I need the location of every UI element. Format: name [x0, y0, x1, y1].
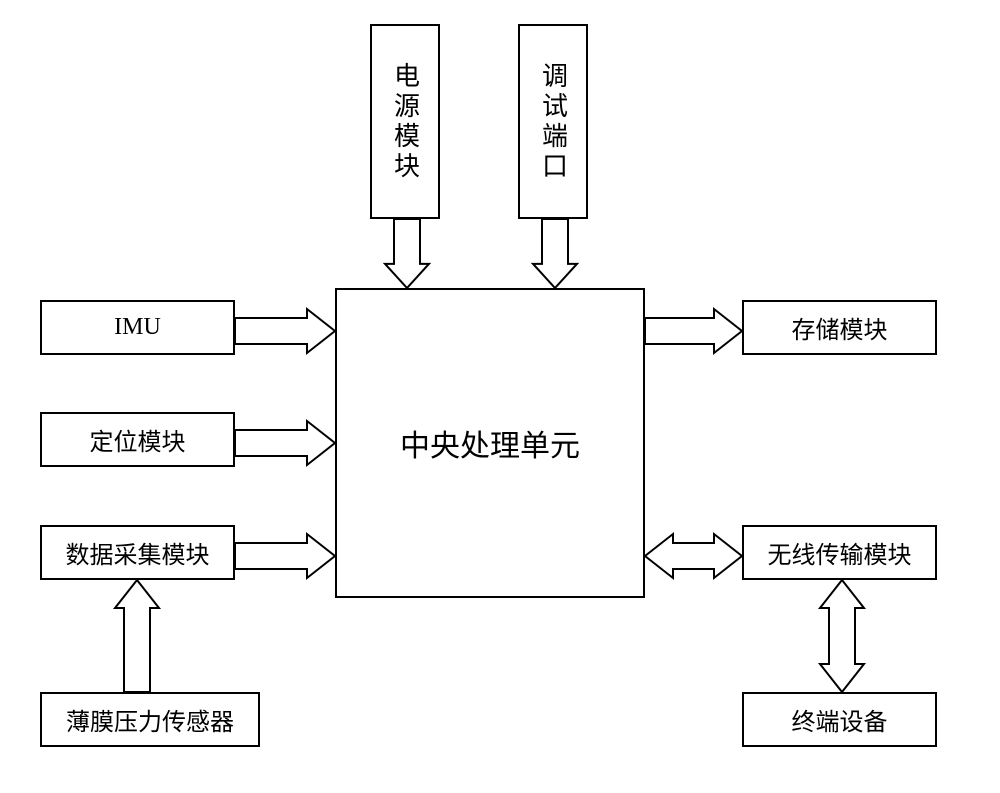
arrow-press-to-acq: [112, 577, 162, 695]
arrow-imu-to-cpu: [232, 306, 338, 356]
node-storage: 存储模块: [742, 300, 937, 355]
node-wireless: 无线传输模块: [742, 525, 937, 580]
arrow-cpu-wireless: [642, 531, 745, 581]
node-label-cpu: 中央处理单元: [400, 421, 580, 465]
node-label-wireless: 无线传输模块: [768, 535, 912, 570]
node-label-data_acq: 数据采集模块: [66, 535, 210, 570]
node-imu: IMU: [40, 300, 235, 355]
node-label-power: 电源模块: [387, 62, 424, 182]
node-label-terminal: 终端设备: [792, 702, 888, 737]
arrow-power-to-cpu: [382, 216, 432, 291]
node-label-storage: 存储模块: [792, 310, 888, 345]
node-label-imu: IMU: [114, 314, 161, 341]
arrow-acq-to-cpu: [232, 531, 338, 581]
node-pressure: 薄膜压力传感器: [40, 692, 260, 747]
node-terminal: 终端设备: [742, 692, 937, 747]
arrow-debug-to-cpu: [530, 216, 580, 291]
node-label-positioning: 定位模块: [90, 422, 186, 457]
arrow-cpu-to-storage: [642, 306, 745, 356]
diagram-canvas: 中央处理单元 电源模块 调试端口 IMU 定位模块数据采集模块薄膜压力传感器 存储模块无线…: [0, 0, 1000, 793]
node-data_acq: 数据采集模块: [40, 525, 235, 580]
arrow-wireless-term: [817, 577, 867, 695]
arrow-pos-to-cpu: [232, 418, 338, 468]
node-positioning: 定位模块: [40, 412, 235, 467]
node-cpu: 中央处理单元: [335, 288, 645, 598]
node-debug: 调试端口: [518, 24, 588, 219]
node-label-debug: 调试端口: [535, 62, 572, 182]
node-label-pressure: 薄膜压力传感器: [66, 702, 234, 737]
node-power: 电源模块: [370, 24, 440, 219]
